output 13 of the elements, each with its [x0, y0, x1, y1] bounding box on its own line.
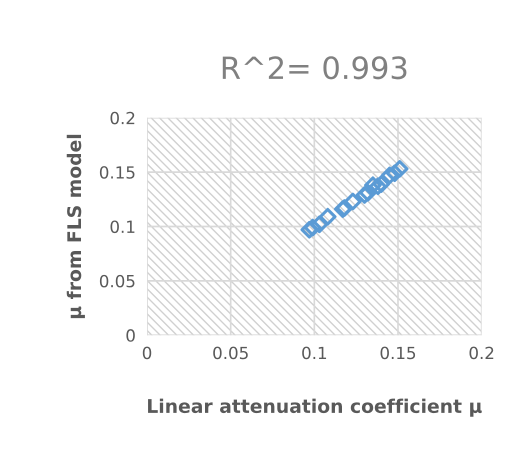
y-axis-title: μ from FLS model — [66, 134, 85, 318]
y-tick-label: 0.05 — [100, 274, 134, 288]
x-tick-label: 0.2 — [469, 346, 494, 360]
y-tick-label: 0.1 — [110, 220, 134, 234]
chart-title: R^2= 0.993 — [222, 56, 406, 80]
y-tick-label: 0 — [126, 329, 135, 342]
x-tick-label: 0.1 — [302, 346, 326, 360]
x-tick-label: 0.15 — [380, 346, 416, 360]
y-tick-label: 0.15 — [100, 166, 134, 179]
y-tick-label: 0.2 — [110, 112, 134, 124]
x-tick-label: 0 — [142, 346, 152, 360]
x-axis-title: Linear attenuation coefficient μ — [148, 398, 482, 417]
x-tick-label: 0.05 — [213, 346, 248, 360]
